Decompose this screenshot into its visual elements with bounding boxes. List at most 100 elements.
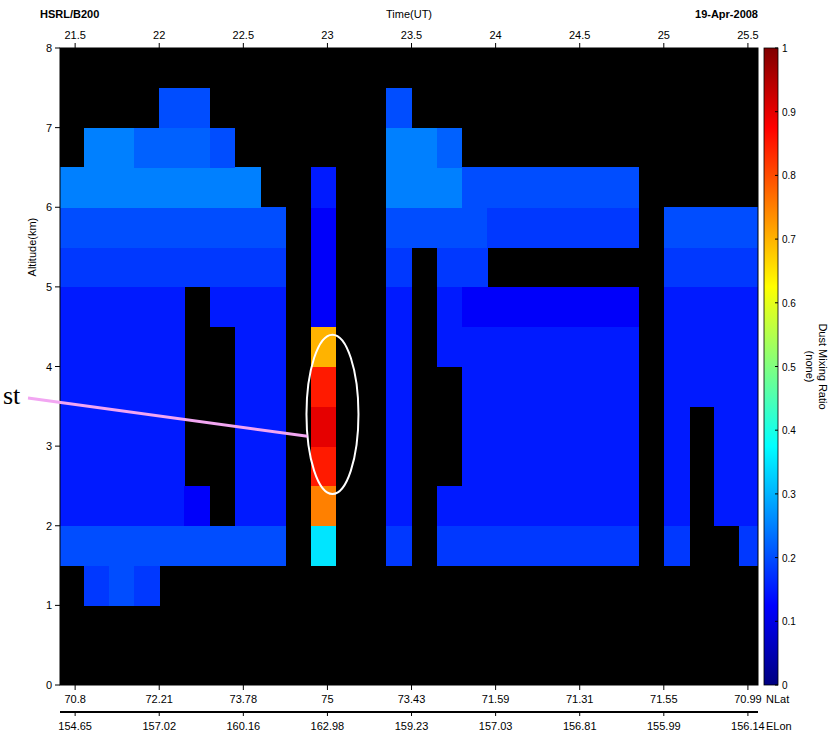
cell — [512, 167, 538, 207]
cell — [60, 207, 84, 247]
cell — [260, 486, 286, 526]
cell — [462, 406, 488, 446]
cell — [563, 287, 589, 327]
cell — [386, 486, 412, 526]
colorbar-tick — [775, 175, 778, 176]
cell — [462, 287, 488, 327]
cell — [588, 486, 614, 526]
x-tick-bottom — [159, 685, 160, 690]
colorbar-tick-label: 0.9 — [782, 107, 796, 118]
x-tick-bottom — [75, 685, 76, 690]
colorbar-tick — [775, 430, 778, 431]
x-tick-label: 23.5 — [401, 29, 422, 41]
cell — [437, 207, 463, 247]
cell — [60, 247, 84, 287]
cell — [588, 367, 614, 407]
cell — [714, 207, 740, 247]
cell — [714, 327, 740, 367]
lat-label: 71.31 — [566, 693, 594, 705]
cell — [260, 327, 286, 367]
cell — [664, 207, 690, 247]
colorbar-title: Dust Mixing Ratio(none) — [804, 323, 829, 409]
cell — [664, 247, 690, 287]
cell — [311, 526, 337, 566]
cell — [235, 486, 261, 526]
cell — [563, 367, 589, 407]
cell — [159, 367, 185, 407]
cell — [159, 167, 185, 207]
cell — [739, 406, 758, 446]
cell — [664, 446, 690, 486]
cell — [260, 446, 286, 486]
cell — [512, 406, 538, 446]
y-tick — [55, 605, 60, 606]
lat-label: 70.8 — [64, 693, 85, 705]
cells — [60, 88, 758, 606]
cell — [386, 446, 412, 486]
colorbar-tick — [775, 239, 778, 240]
cell — [235, 446, 261, 486]
y-tick — [55, 685, 60, 686]
y-tick — [55, 48, 60, 49]
cell — [134, 526, 160, 566]
cell — [538, 287, 564, 327]
colorbar-tick — [775, 685, 778, 686]
cell — [109, 566, 135, 606]
cell — [386, 128, 412, 168]
cell — [613, 486, 639, 526]
cell — [487, 367, 513, 407]
cell — [664, 526, 690, 566]
y-tick — [55, 286, 60, 287]
cell — [462, 367, 488, 407]
cell — [739, 287, 758, 327]
cell — [260, 287, 286, 327]
cell — [159, 486, 185, 526]
cell — [235, 207, 261, 247]
cell — [311, 367, 337, 407]
lat-label: 75 — [321, 693, 333, 705]
cell — [689, 327, 715, 367]
cell — [437, 287, 463, 327]
cell — [311, 207, 337, 247]
cell — [235, 167, 261, 207]
cell — [235, 526, 261, 566]
cell — [386, 406, 412, 446]
lat-label: 73.78 — [230, 693, 258, 705]
cell — [689, 247, 715, 287]
cell — [210, 526, 236, 566]
cell — [84, 526, 110, 566]
cell — [386, 327, 412, 367]
y-tick-label: 6 — [46, 201, 52, 213]
cell — [386, 207, 412, 247]
cell — [487, 446, 513, 486]
cell — [159, 327, 185, 367]
lon-label: 159.23 — [395, 720, 429, 732]
cell — [462, 327, 488, 367]
lon-axis-title: ELon — [766, 720, 792, 732]
annotation-text: st — [3, 381, 21, 410]
cell — [84, 128, 110, 168]
cell — [210, 287, 236, 327]
cell — [184, 526, 210, 566]
cell — [689, 287, 715, 327]
lon-label: 154.65 — [58, 720, 92, 732]
cell — [588, 526, 614, 566]
colorbar-tick-label: 0.4 — [782, 425, 796, 436]
cell — [109, 167, 135, 207]
y-tick — [55, 525, 60, 526]
cell — [487, 167, 513, 207]
cell — [84, 367, 110, 407]
cell — [512, 486, 538, 526]
colorbar-title-line: (none) — [804, 351, 816, 383]
cell — [512, 327, 538, 367]
colorbar-tick-label: 0.3 — [782, 489, 796, 500]
cell — [84, 327, 110, 367]
colorbar-tick — [775, 111, 778, 112]
cell — [613, 446, 639, 486]
cell — [613, 406, 639, 446]
cell — [664, 367, 690, 407]
cell — [588, 446, 614, 486]
cell — [512, 367, 538, 407]
cell — [714, 486, 740, 526]
cell — [84, 486, 110, 526]
